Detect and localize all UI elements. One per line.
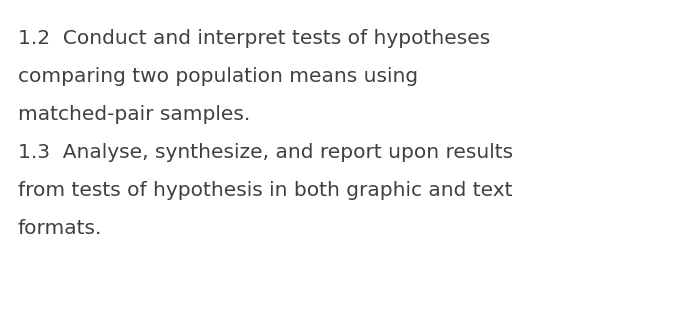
Text: comparing two population means using: comparing two population means using bbox=[18, 67, 418, 86]
Text: 1.3  Analyse, synthesize, and report upon results: 1.3 Analyse, synthesize, and report upon… bbox=[18, 143, 513, 163]
Text: matched-pair samples.: matched-pair samples. bbox=[18, 105, 250, 124]
Text: 1.2  Conduct and interpret tests of hypotheses: 1.2 Conduct and interpret tests of hypot… bbox=[18, 30, 490, 49]
Text: from tests of hypothesis in both graphic and text: from tests of hypothesis in both graphic… bbox=[18, 182, 513, 201]
Text: formats.: formats. bbox=[18, 220, 102, 239]
